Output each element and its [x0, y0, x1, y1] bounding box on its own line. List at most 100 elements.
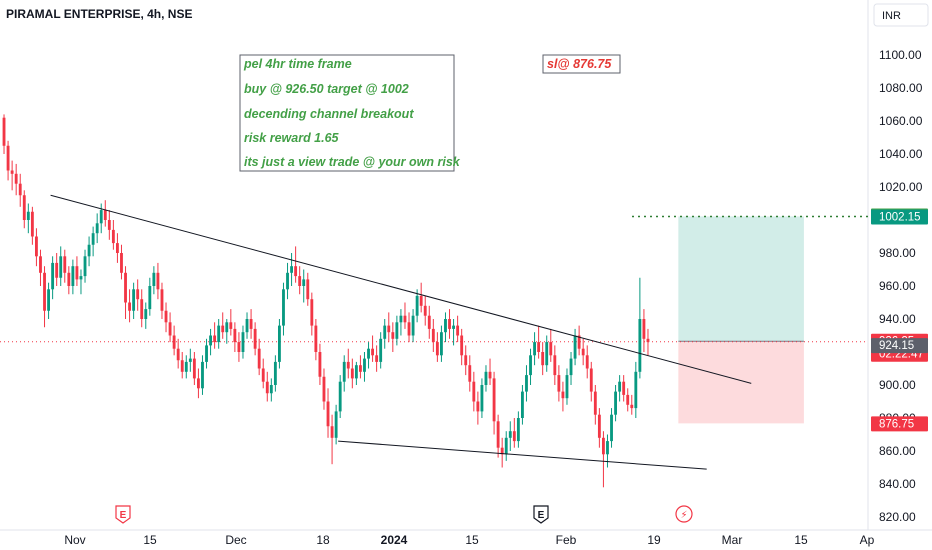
candle [18, 173, 22, 207]
time-tick-label: Feb [556, 533, 577, 547]
trendline-lower-channel[interactable] [338, 440, 707, 470]
candle [156, 262, 160, 300]
candle [403, 302, 407, 329]
candle [67, 266, 71, 295]
candle [492, 371, 496, 435]
candle [2, 114, 6, 154]
candle [488, 358, 492, 385]
time-tick-label: Dec [225, 533, 246, 547]
candle [484, 365, 488, 392]
price-tick-label: 900.00 [879, 378, 916, 392]
candle [124, 266, 127, 319]
candle [508, 421, 512, 451]
candle [241, 325, 245, 359]
candle [626, 388, 630, 412]
trendline-upper-channel[interactable] [50, 194, 752, 384]
event-marker-earnings[interactable]: E [533, 505, 549, 524]
candle [306, 272, 310, 306]
candle [330, 414, 334, 465]
price-tick-label: 860.00 [879, 444, 916, 458]
candle [561, 381, 565, 412]
candle [197, 368, 200, 399]
notes-box[interactable]: pel 4hr time frame buy @ 926.50 target @… [239, 54, 461, 172]
candle [504, 431, 508, 461]
candle [192, 352, 196, 385]
chart-title: PIRAMAL ENTERPRISE, 4h, NSE [6, 7, 192, 21]
price-tick-label: 1020.00 [879, 180, 923, 194]
candle [367, 342, 370, 369]
candle [456, 315, 460, 343]
candle [375, 345, 379, 372]
price-tag [871, 209, 928, 225]
event-markers[interactable]: E E ⚡ [115, 505, 693, 524]
price-tick-label: 960.00 [879, 279, 916, 293]
candle [496, 414, 500, 458]
candle [209, 328, 212, 356]
candle [427, 305, 431, 339]
price-tag [871, 338, 928, 354]
candle [6, 140, 10, 181]
candle [549, 328, 553, 362]
candle [310, 292, 314, 336]
candle [205, 338, 208, 369]
stop-loss-text: sl@ 876.75 [547, 57, 612, 71]
candle [213, 322, 217, 349]
candle [464, 345, 468, 376]
candle [642, 309, 646, 352]
time-tick-label: Mar [722, 533, 743, 547]
candle [164, 302, 168, 333]
loss-zone [678, 341, 804, 424]
price-tick-label: 1100.00 [879, 48, 922, 62]
candle [610, 408, 613, 448]
note-line-2: buy @ 926.50 target @ 1002 [244, 82, 409, 96]
candle [476, 391, 480, 425]
candle [87, 236, 91, 267]
candle [59, 246, 63, 286]
candle [269, 378, 273, 402]
candle [533, 332, 536, 366]
time-tick-label: Ap [860, 533, 875, 547]
event-marker-news[interactable]: ⚡ [675, 505, 693, 523]
candle [290, 253, 293, 286]
candle [634, 361, 638, 418]
currency-button[interactable]: INR [873, 3, 929, 27]
candle [452, 319, 455, 346]
candle [593, 385, 597, 425]
time-tick-label: 19 [647, 533, 661, 547]
candle [383, 319, 387, 349]
candle [581, 338, 585, 366]
candle [95, 213, 99, 244]
candle [435, 332, 439, 362]
candle [460, 328, 464, 366]
candle [249, 309, 253, 339]
candle [188, 348, 192, 372]
candle [286, 262, 289, 300]
candle [557, 365, 561, 402]
price-tag-label: 924.15 [879, 340, 914, 352]
time-tick-label: 18 [316, 533, 330, 547]
candle [577, 325, 581, 356]
profit-zone [678, 216, 804, 342]
candles [2, 114, 650, 488]
currency-label: INR [882, 10, 901, 22]
drawings[interactable] [50, 194, 752, 470]
candle [30, 206, 34, 245]
stop-loss-note[interactable]: sl@ 876.75 [542, 54, 621, 74]
candle [395, 315, 399, 346]
event-marker-earnings[interactable]: E [115, 505, 131, 524]
candle [132, 282, 136, 319]
candle [265, 371, 269, 402]
candle [111, 220, 115, 250]
candle [338, 375, 342, 418]
candle [128, 289, 131, 323]
note-line-3: decending channel breakout [244, 107, 414, 121]
candle [107, 210, 111, 240]
candle [51, 256, 55, 300]
candle [302, 269, 306, 303]
note-line-5: its just a view trade @ your own risk [244, 155, 461, 169]
candle [387, 312, 391, 343]
long-position-tool[interactable] [0, 215, 868, 424]
candle [140, 289, 144, 328]
